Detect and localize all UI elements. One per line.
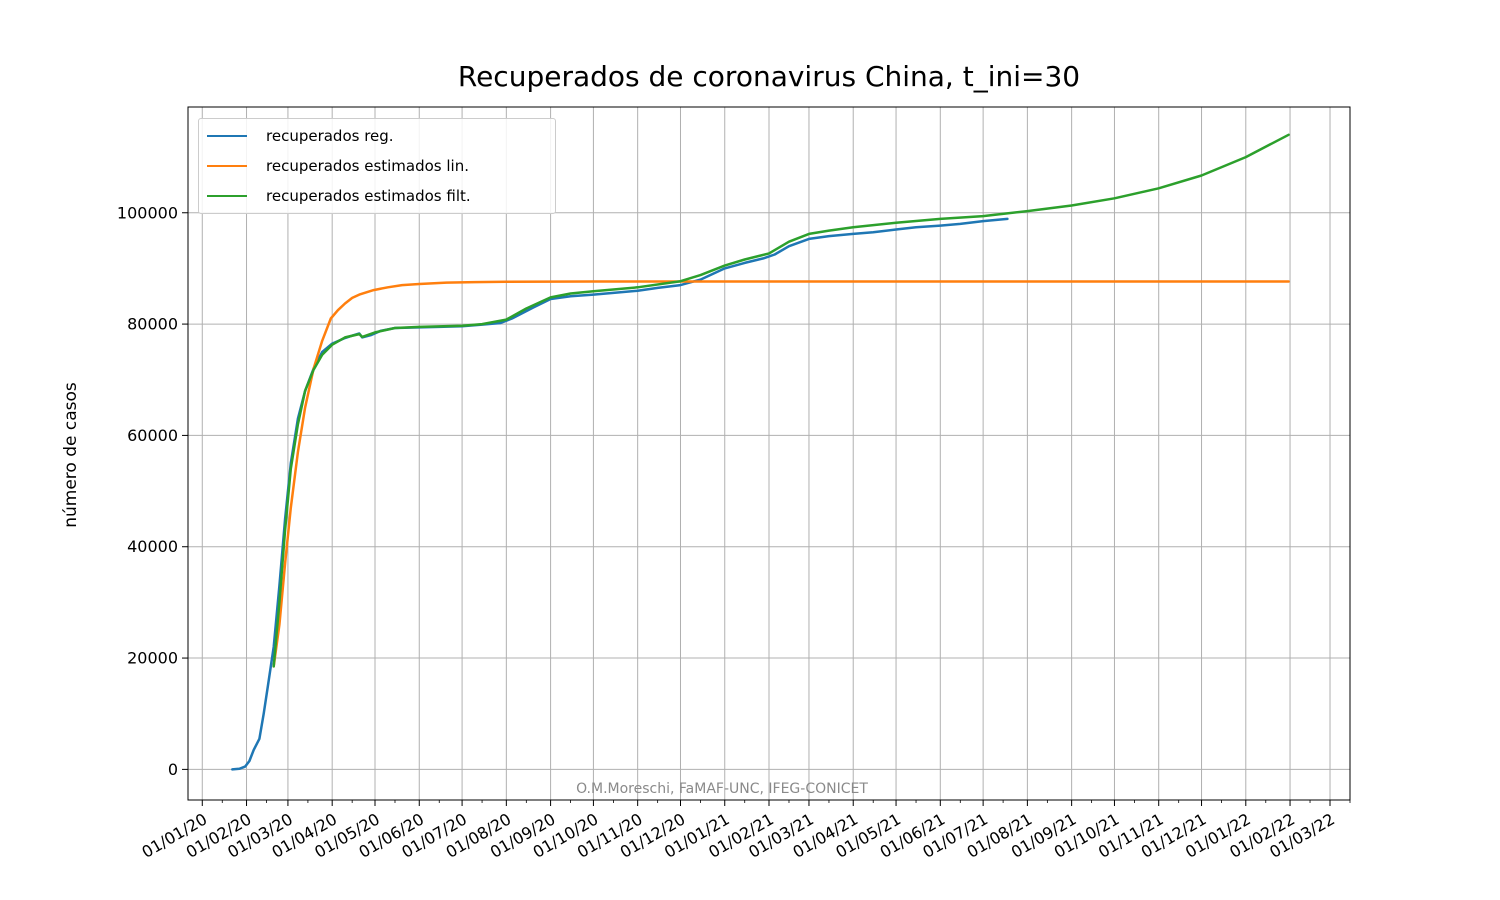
y-tick-label: 20000 xyxy=(127,649,178,668)
legend: recuperados reg. recuperados estimados l… xyxy=(198,118,556,214)
legend-swatch-lin xyxy=(207,165,247,167)
series-lines xyxy=(231,133,1290,771)
axis-ticks: 01/01/2001/02/2001/03/2001/04/2001/05/20… xyxy=(117,203,1351,862)
legend-swatch-filt xyxy=(207,195,247,197)
legend-label-filt: recuperados estimados filt. xyxy=(266,187,471,205)
legend-item-reg: recuperados reg. xyxy=(207,125,394,147)
y-tick-label: 80000 xyxy=(127,315,178,334)
series-line-recuperados-filt xyxy=(272,133,1290,668)
legend-label-lin: recuperados estimados lin. xyxy=(266,157,469,175)
y-axis-label: número de casos xyxy=(61,382,81,528)
legend-label-reg: recuperados reg. xyxy=(266,127,394,145)
y-tick-label: 100000 xyxy=(117,203,178,222)
legend-item-lin: recuperados estimados lin. xyxy=(207,155,469,177)
y-tick-label: 60000 xyxy=(127,426,178,445)
y-tick-label: 40000 xyxy=(127,537,178,556)
legend-swatch-reg xyxy=(207,135,247,137)
chart-title: Recuperados de coronavirus China, t_ini=… xyxy=(457,60,1081,93)
watermark-credit: O.M.Moreschi, FaMAF-UNC, IFEG-CONICET xyxy=(576,781,868,797)
legend-item-filt: recuperados estimados filt. xyxy=(207,185,471,207)
grid-lines xyxy=(188,107,1350,800)
series-line-recuperados-lin xyxy=(272,280,1290,668)
y-tick-label: 0 xyxy=(168,760,178,779)
